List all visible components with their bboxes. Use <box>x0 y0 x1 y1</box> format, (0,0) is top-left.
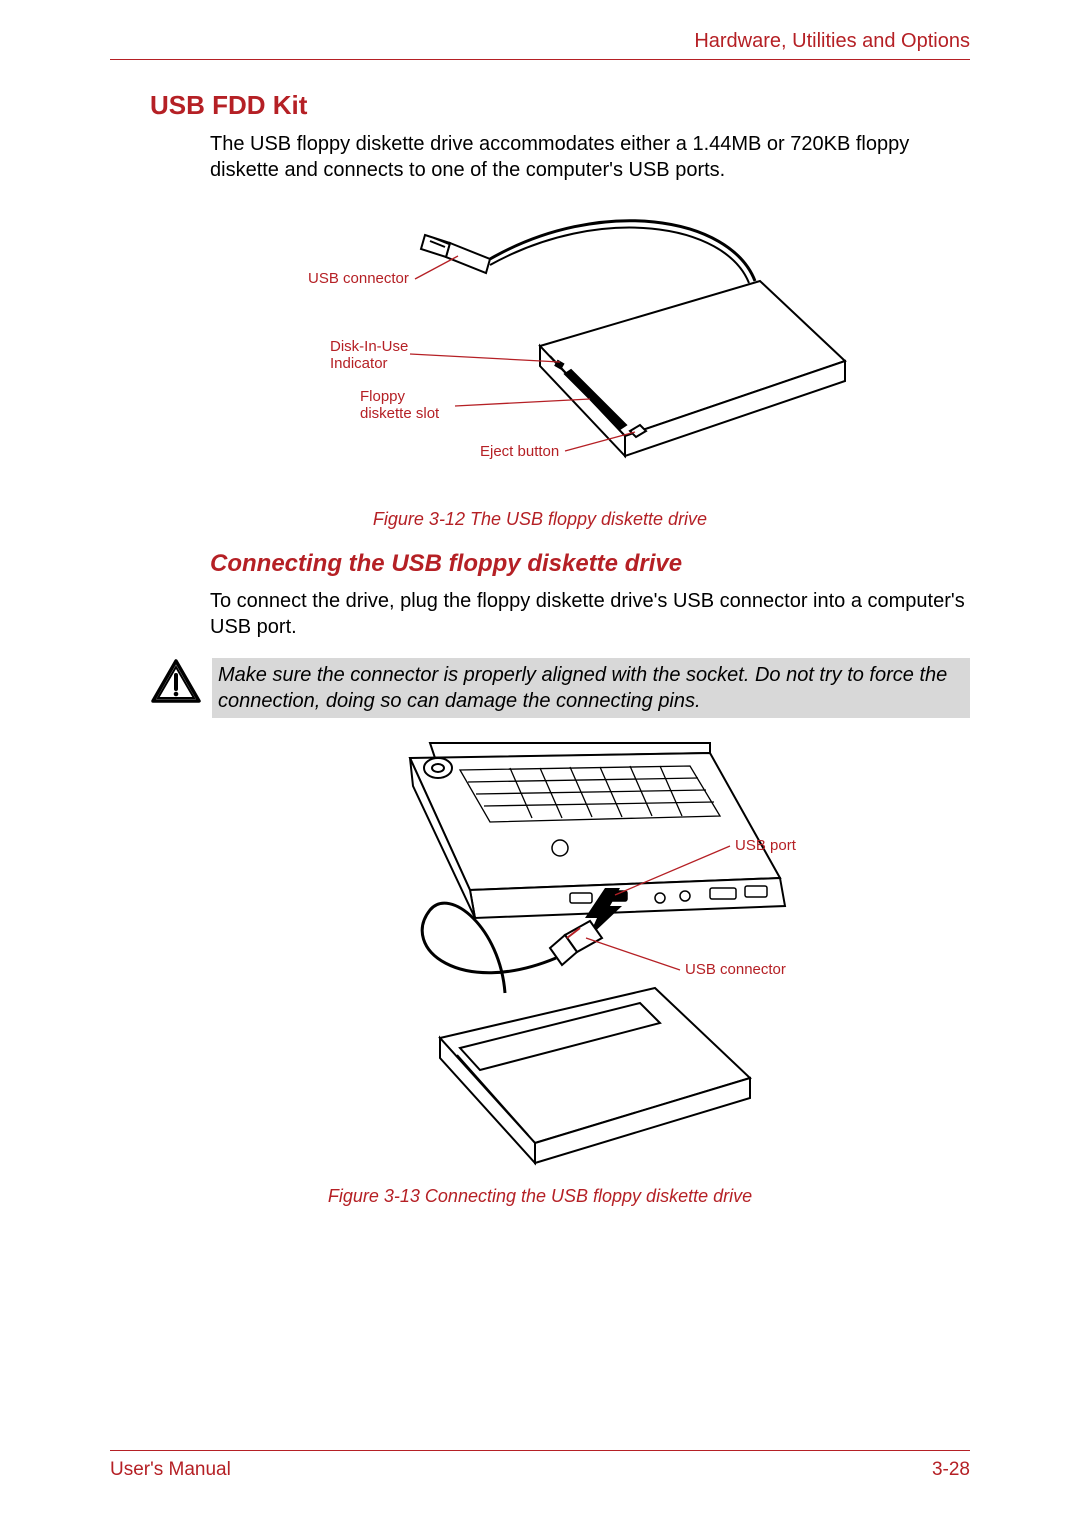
callout-usb-port: USB port <box>735 837 797 854</box>
header-chapter-title: Hardware, Utilities and Options <box>110 30 970 53</box>
header-rule <box>110 59 970 60</box>
footer-rule <box>110 1450 970 1451</box>
footer-page-number: 3-28 <box>932 1459 970 1481</box>
subsection-title: Connecting the USB floppy diskette drive <box>210 550 970 578</box>
footer-left: User's Manual <box>110 1459 231 1481</box>
caution-note: Make sure the connector is properly alig… <box>150 658 970 718</box>
page: Hardware, Utilities and Options USB FDD … <box>0 0 1080 1529</box>
callout-disk-in-use-1: Disk-In-Use <box>330 338 408 355</box>
callout-disk-in-use-2: Indicator <box>330 355 388 372</box>
intro-paragraph: The USB floppy diskette drive accommodat… <box>210 131 970 183</box>
figure-usb-fdd-drive: USB connector Disk-In-Use Indicator Flop… <box>210 201 970 501</box>
callout-eject-button: Eject button <box>480 443 559 460</box>
caution-icon <box>150 658 206 711</box>
callout-floppy-slot-1: Floppy <box>360 388 406 405</box>
section-title: USB FDD Kit <box>150 90 970 121</box>
callout-floppy-slot-2: diskette slot <box>360 405 440 422</box>
caution-text: Make sure the connector is properly alig… <box>212 658 970 718</box>
figure-connecting-drive: USB port USB connector <box>210 738 970 1178</box>
figure1-caption: Figure 3-12 The USB floppy diskette driv… <box>110 509 970 530</box>
figure2-caption: Figure 3-13 Connecting the USB floppy di… <box>110 1186 970 1207</box>
subsection-paragraph: To connect the drive, plug the floppy di… <box>210 588 970 640</box>
callout-usb-connector-2: USB connector <box>685 961 786 978</box>
footer: User's Manual 3-28 <box>110 1450 970 1481</box>
callout-usb-connector: USB connector <box>308 270 409 287</box>
